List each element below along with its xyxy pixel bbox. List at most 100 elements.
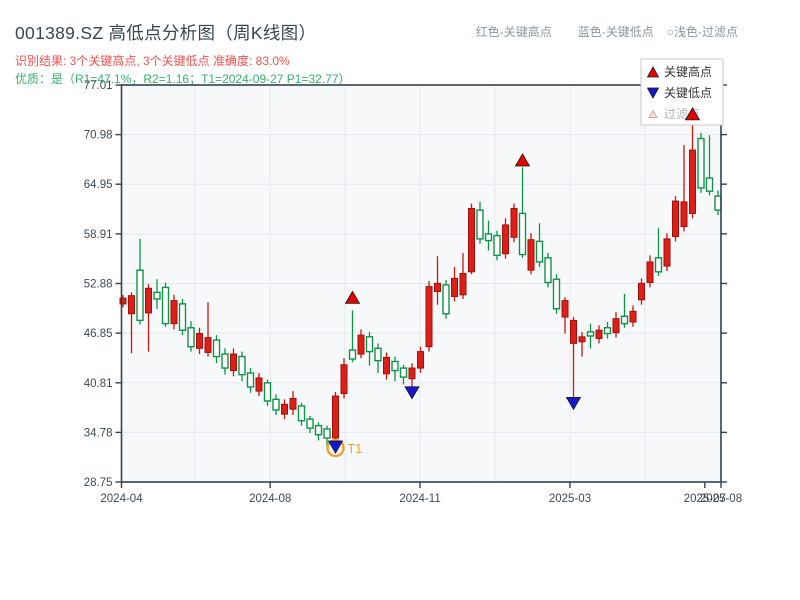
candle (672, 200, 679, 237)
candle (204, 337, 212, 353)
candle (442, 284, 450, 315)
candle (128, 295, 135, 315)
note-key-low: 蓝色-关键低点 (577, 25, 654, 39)
t1-label: T1 (348, 442, 363, 456)
candle (145, 287, 152, 314)
candle (136, 269, 144, 322)
candle (196, 333, 203, 349)
candle (638, 282, 645, 301)
candle (178, 303, 187, 331)
quality-result-text: 优质：是（R1=47.1%，R2=1.16；T1=2024-09-27 P1=3… (15, 72, 351, 86)
candle (374, 347, 382, 362)
candle (314, 424, 323, 436)
t1-circle-icon (326, 438, 345, 458)
candle (161, 286, 170, 325)
candle (535, 240, 544, 263)
x-axis-label: 2024-08 (249, 493, 291, 505)
candle (187, 327, 195, 348)
candle (510, 207, 518, 238)
candle (119, 297, 127, 305)
legend-filtered-icon (648, 109, 658, 118)
recognition-result-text: 识别结果: 3个关键高点, 3个关键低点 准确度: 83.0% (15, 54, 290, 68)
candle (527, 239, 535, 271)
candle (383, 356, 390, 375)
candle (357, 334, 365, 355)
candle (502, 224, 509, 255)
y-axis-label: 58.91 (84, 229, 113, 241)
candle (518, 212, 527, 256)
candle (306, 418, 314, 429)
candle (230, 353, 237, 372)
candle (680, 201, 688, 228)
legend-item-label: 关键低点 (664, 86, 712, 100)
candle (689, 149, 696, 214)
candle (170, 300, 178, 325)
candles-layer (119, 121, 722, 449)
candle (697, 137, 705, 189)
key-low-marker-icon (565, 397, 582, 411)
candle (603, 327, 612, 335)
y-axis-label: 70.98 (84, 130, 113, 142)
candle (399, 367, 408, 378)
candle (221, 353, 229, 369)
key-low-marker-icon (404, 386, 420, 400)
candle (323, 428, 331, 439)
candle (238, 355, 246, 376)
key-high-marker-icon (344, 290, 361, 304)
candle (153, 291, 161, 300)
key-high-marker-icon (514, 153, 531, 167)
candle (425, 286, 433, 348)
candle (255, 377, 263, 392)
candle (595, 329, 603, 339)
candle (246, 372, 255, 388)
y-axis-label: 34.78 (84, 427, 113, 439)
legend-key-high-icon (646, 66, 660, 78)
x-axis-label: 2025-03 (549, 493, 591, 505)
y-axis-label: 40.81 (84, 378, 113, 390)
y-axis-label: 77.01 (84, 80, 113, 92)
y-axis-label: 46.85 (84, 328, 113, 340)
candle (451, 277, 458, 297)
candle (281, 403, 288, 415)
x-axis-label: 2025-07 (684, 493, 726, 505)
candle (340, 364, 348, 395)
candle (493, 234, 501, 257)
candle (646, 261, 654, 284)
candle (332, 395, 339, 439)
candle (365, 336, 374, 353)
candle (663, 238, 671, 267)
candle (484, 233, 493, 242)
key-point-markers: T1 (326, 107, 701, 458)
axes: 28.75 34.78 40.81 46.85 52.88 58.91 64.95 70.98… (84, 80, 742, 505)
y-axis-label: 52.88 (84, 279, 113, 291)
candle (348, 349, 357, 360)
candle (459, 272, 467, 296)
candle (417, 351, 424, 369)
x-axis-label: 2024-11 (399, 493, 440, 505)
chart-color-note: 红色-关键高点 蓝色-关键低点 ○浅色-过滤点 (476, 23, 738, 40)
candle (578, 336, 586, 343)
candle (570, 319, 577, 344)
candle (391, 360, 399, 372)
candle (408, 367, 416, 380)
key-low-marker-icon (327, 440, 344, 454)
candle (629, 310, 637, 323)
candle (434, 282, 441, 293)
y-axis-label: 64.95 (84, 179, 113, 191)
candle (289, 398, 297, 410)
candle (476, 209, 484, 240)
x-axis-label: 2025-08 (700, 493, 742, 505)
note-key-high: 红色-关键高点 (475, 25, 552, 39)
candle (586, 331, 595, 337)
legend-item-label: 关键高点 (664, 64, 712, 79)
legend-key-low-icon (646, 87, 660, 99)
candle (561, 300, 569, 318)
candle (552, 278, 561, 310)
candle (620, 315, 629, 325)
candle (272, 398, 280, 411)
candle (212, 339, 221, 358)
candle (612, 318, 620, 334)
page-title: 001389.SZ 高低点分析图（周K线图） (15, 23, 317, 43)
